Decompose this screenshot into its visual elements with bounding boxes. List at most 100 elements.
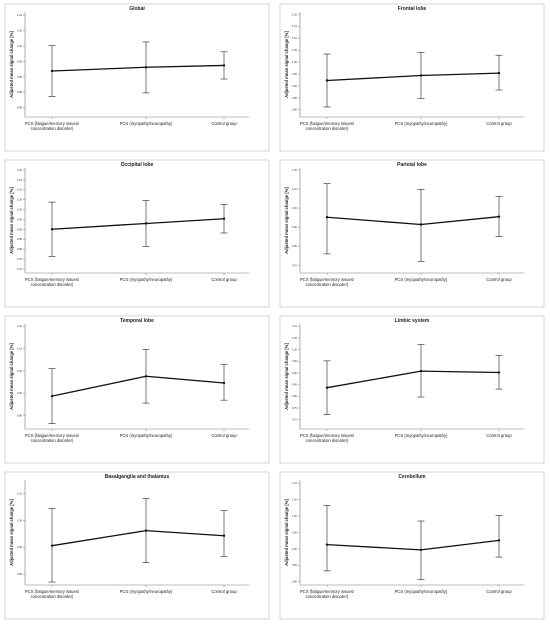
- y-tick-label: 1.00: [292, 348, 298, 352]
- y-tick-label: 0.80: [17, 572, 23, 576]
- mean-point: [50, 394, 54, 398]
- x-tick-label: PCS (myopathy/neuropathy): [395, 277, 448, 282]
- y-tick-label: 1.20: [292, 168, 298, 172]
- x-tick-label: Control group: [486, 121, 512, 126]
- y-tick-label: 0.75: [292, 406, 298, 410]
- mean-point: [497, 215, 501, 218]
- y-tick-label: 1.00: [292, 60, 298, 64]
- y-tick-label: 1.15: [17, 178, 23, 182]
- y-tick-label: 0.70: [292, 418, 298, 422]
- y-tick-label: 0.95: [292, 72, 298, 76]
- y-tick-label: 0.80: [17, 413, 23, 417]
- y-tick-label: 0.95: [292, 359, 298, 363]
- y-tick-label: 0.75: [17, 257, 23, 261]
- panel-title: Temporal lobe: [120, 318, 154, 324]
- mean-point: [325, 79, 329, 82]
- x-tick-label: PCS (myopathy/neuropathy): [120, 121, 173, 126]
- panel-frame: [279, 471, 545, 620]
- x-tick-label: PCS (myopathy/neuropathy): [120, 433, 173, 438]
- mean-point: [325, 216, 329, 219]
- chart-panel-8: Cerebellum Adjusted mean signal change [%…: [279, 471, 545, 620]
- x-tick-label-line: concentration disorder): [31, 438, 74, 443]
- y-tick-label: 0.90: [17, 75, 23, 79]
- x-tick-label-line: concentration disorder): [306, 438, 349, 443]
- y-tick-label: 1.15: [292, 24, 298, 28]
- mean-point: [50, 69, 54, 73]
- y-tick-label: 1.10: [17, 13, 23, 17]
- y-tick-label: 1.00: [17, 208, 23, 212]
- x-tick-label: Control group: [486, 589, 512, 594]
- y-tick-label: 1.05: [292, 498, 298, 502]
- y-tick-label: 0.80: [292, 244, 298, 248]
- mean-point: [144, 222, 148, 225]
- y-axis-label: Adjusted mean signal change [%]: [9, 31, 14, 98]
- x-tick-label: PCS (fatigue/memory issues/concentration…: [300, 433, 355, 443]
- y-tick-label: 0.70: [292, 263, 298, 267]
- y-tick-label: 0.80: [292, 108, 298, 112]
- y-tick-label: 0.85: [17, 90, 23, 94]
- x-tick-label-line: concentration disorder): [31, 282, 74, 287]
- y-tick-label: 1.10: [292, 481, 298, 485]
- y-tick-label: 1.05: [292, 48, 298, 52]
- panel-frame: [4, 159, 270, 308]
- mean-point: [497, 539, 501, 542]
- y-axis-label: Adjusted mean signal change [%]: [9, 187, 14, 254]
- mean-point: [325, 386, 329, 389]
- x-tick-label: PCS (myopathy/neuropathy): [395, 121, 448, 126]
- y-tick-label: 1.10: [17, 346, 23, 350]
- mean-point: [144, 66, 148, 69]
- x-tick-label: PCS (fatigue/memory issues/concentration…: [25, 277, 80, 287]
- y-tick-label: 0.80: [17, 247, 23, 251]
- panel-title: Parietal lobe: [397, 162, 427, 168]
- y-axis-label: Adjusted mean signal change [%]: [284, 31, 289, 98]
- y-tick-label: 1.05: [17, 28, 23, 32]
- mean-line: [51, 64, 225, 72]
- panel-frame: [279, 315, 545, 464]
- x-tick-label: Control group: [486, 277, 512, 282]
- y-tick-label: 0.85: [292, 563, 298, 567]
- mean-point: [419, 548, 423, 552]
- y-axis-label: Adjusted mean signal change [%]: [9, 343, 14, 410]
- y-tick-label: 0.95: [17, 217, 23, 221]
- mean-line: [51, 529, 225, 547]
- x-tick-label-line: concentration disorder): [306, 282, 349, 287]
- mean-point: [222, 64, 226, 67]
- y-tick-label: 0.80: [292, 394, 298, 398]
- y-tick-label: 1.00: [292, 514, 298, 518]
- mean-point: [497, 371, 501, 374]
- mean-point: [50, 544, 54, 547]
- x-tick-label-line: concentration disorder): [306, 126, 349, 131]
- panel-frame: [4, 315, 270, 464]
- panel-title: Frontal lobe: [398, 6, 427, 12]
- y-tick-label: 0.90: [17, 227, 23, 231]
- y-tick-label: 0.95: [17, 59, 23, 63]
- x-tick-label: PCS (fatigue/memory issues/concentration…: [25, 121, 80, 131]
- mean-point: [419, 223, 423, 226]
- mean-point: [144, 375, 148, 378]
- panel-frame: [279, 159, 545, 308]
- y-tick-label: 1.10: [17, 188, 23, 192]
- x-tick-label: Control group: [211, 121, 237, 126]
- x-tick-label-line: PCS (fatigue/memory issues/: [300, 433, 355, 438]
- x-tick-label-line: PCS (fatigue/memory issues/: [25, 589, 80, 594]
- y-tick-label: 0.80: [292, 580, 298, 584]
- x-tick-label: PCS (fatigue/memory issues/concentration…: [25, 589, 80, 599]
- x-tick-label: PCS (fatigue/memory issues/concentration…: [25, 433, 80, 443]
- y-tick-label: 0.85: [292, 383, 298, 387]
- panel-frame: [279, 3, 545, 152]
- y-tick-label: 0.80: [17, 106, 23, 110]
- y-tick-label: 0.90: [17, 545, 23, 549]
- panel-title: Occipital lobe: [121, 162, 154, 168]
- mean-point: [144, 529, 148, 532]
- x-tick-label: Control group: [211, 589, 237, 594]
- x-tick-label-line: PCS (fatigue/memory issues/: [25, 433, 80, 438]
- x-tick-label: PCS (fatigue/memory issues/concentration…: [300, 277, 355, 287]
- x-tick-label: Control group: [211, 433, 237, 438]
- y-tick-label: 0.70: [17, 267, 23, 271]
- x-tick-label: PCS (myopathy/neuropathy): [395, 433, 448, 438]
- chart-panel-3: Occipital lobe Adjusted mean signal chang…: [4, 159, 270, 308]
- y-axis-label: Adjusted mean signal change [%]: [284, 343, 289, 410]
- x-tick-label: Control group: [211, 277, 237, 282]
